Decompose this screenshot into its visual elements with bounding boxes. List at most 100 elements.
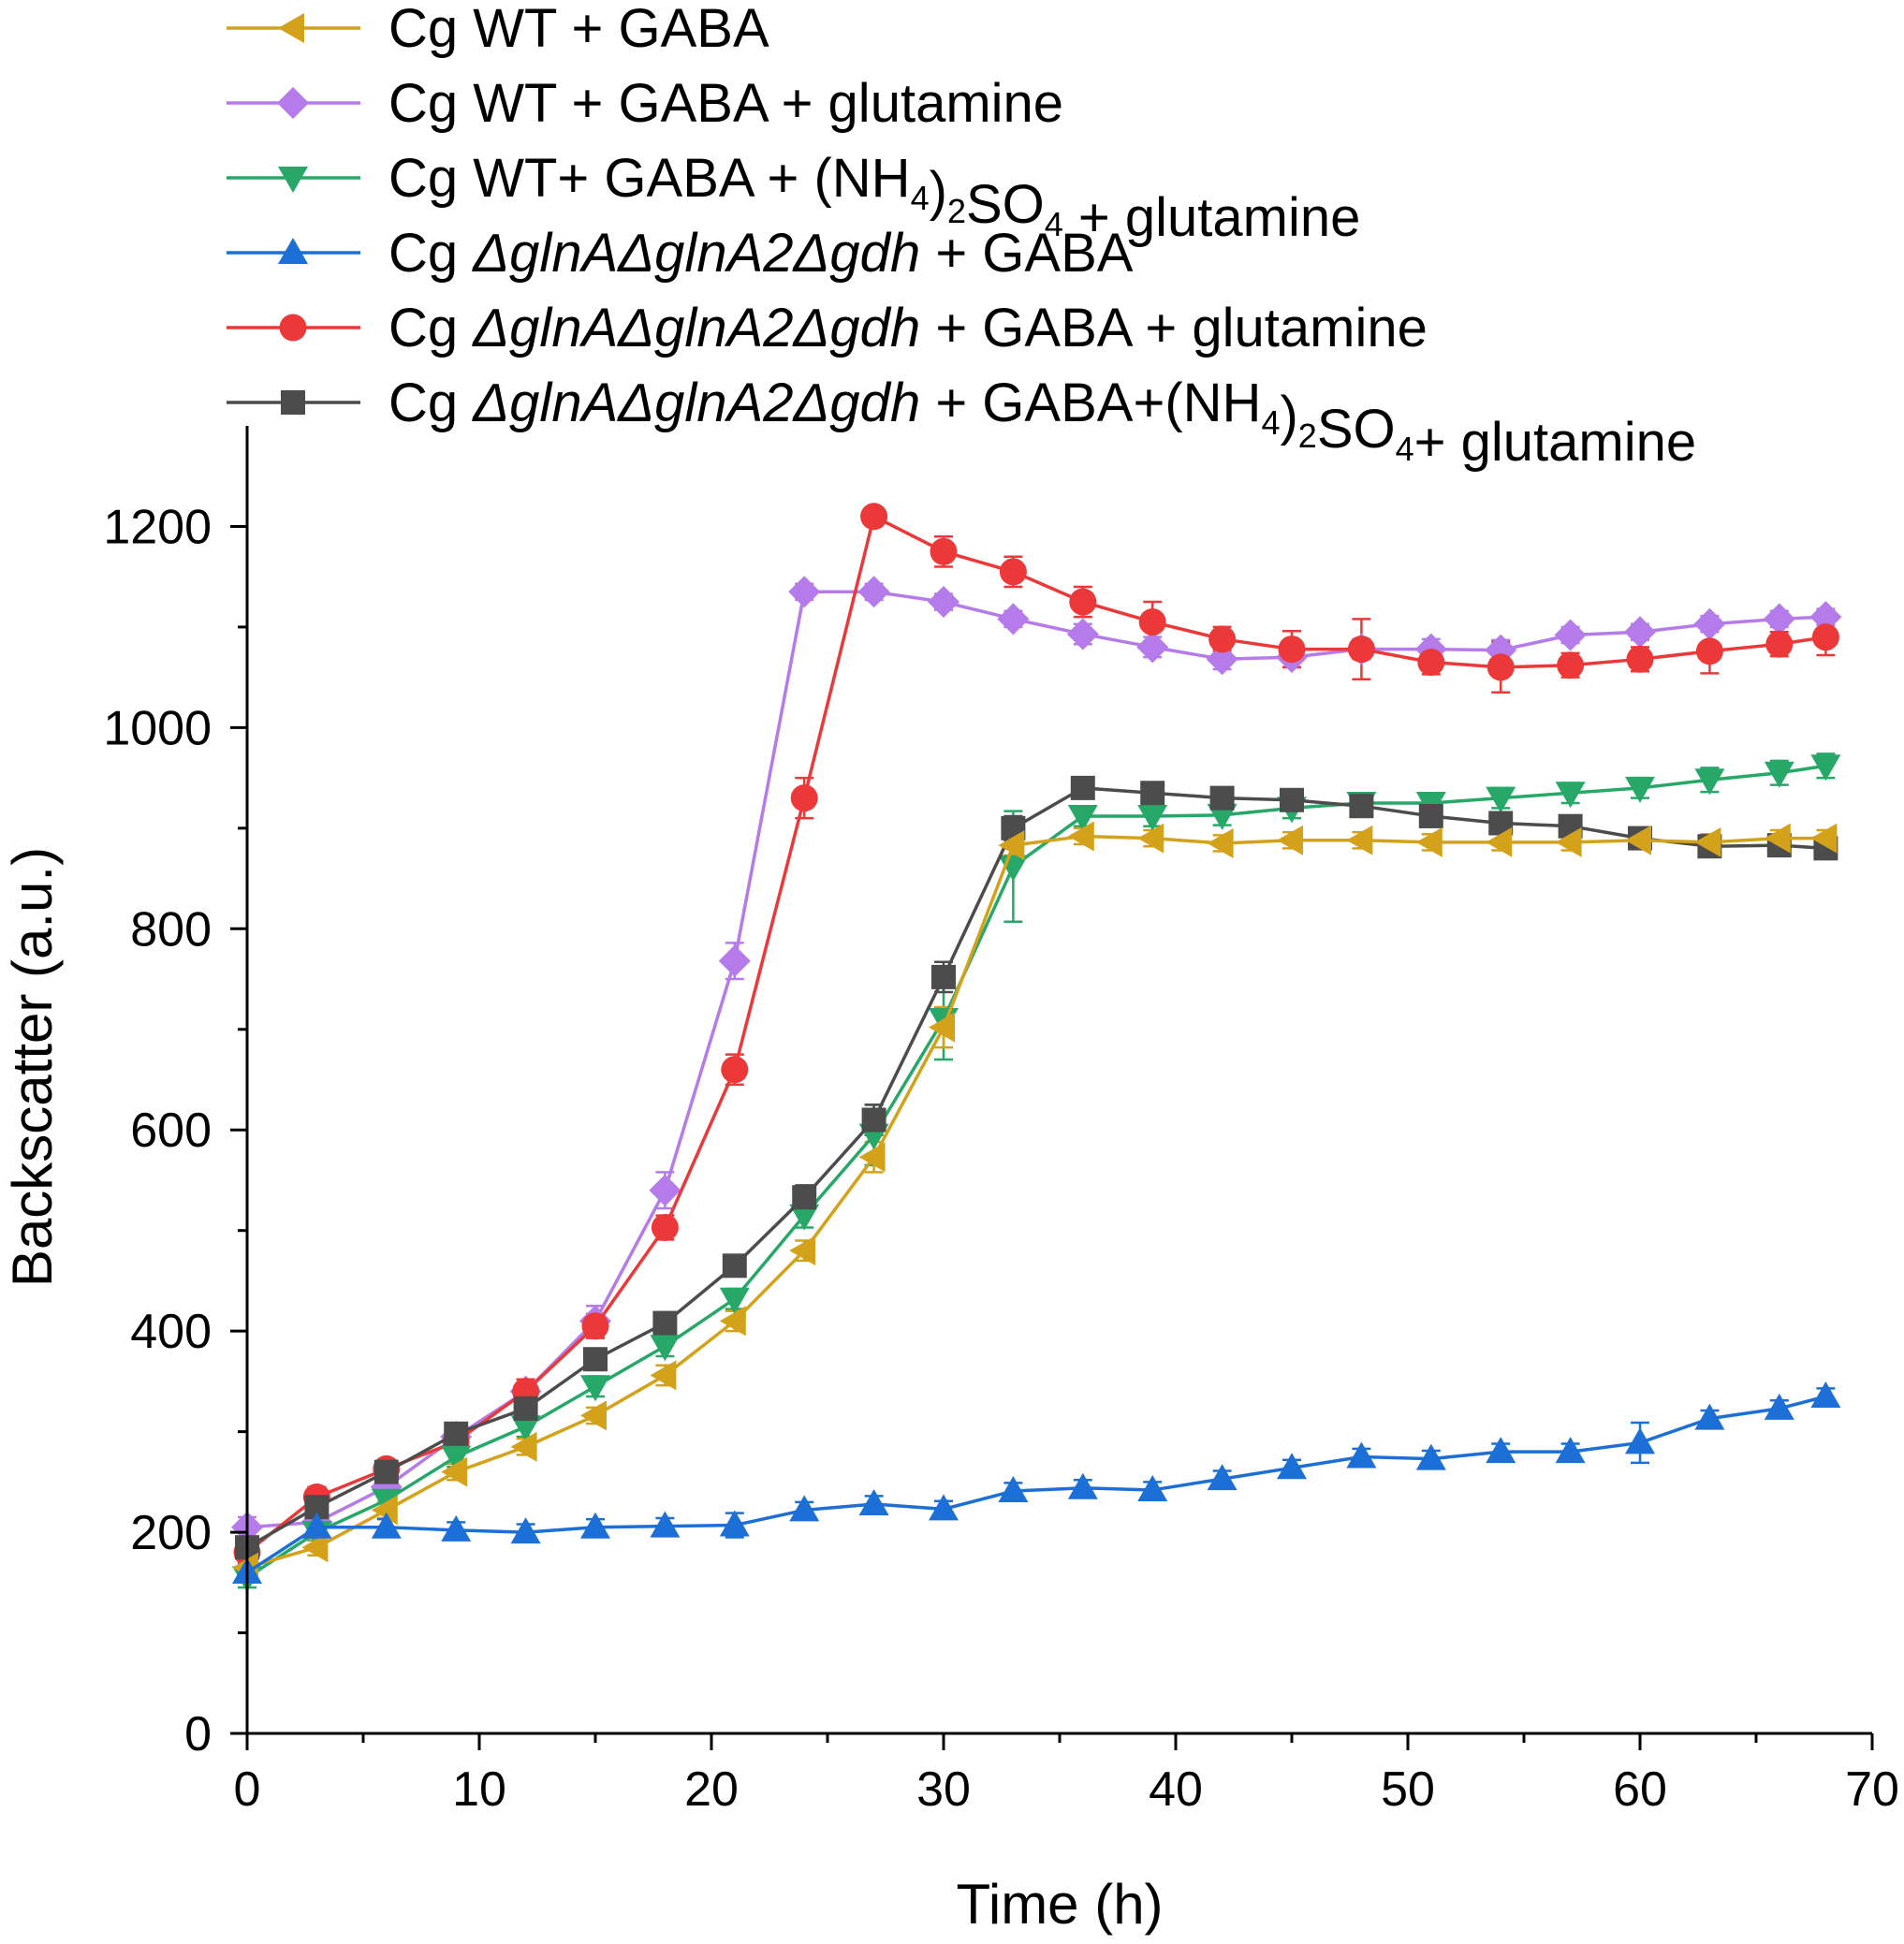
x-axis-title: Time (h) bbox=[956, 1873, 1163, 1936]
data-point bbox=[1810, 754, 1841, 782]
x-tick-label: 30 bbox=[916, 1762, 971, 1817]
series-line bbox=[246, 764, 1826, 1579]
data-point bbox=[1557, 651, 1585, 680]
data-point bbox=[1415, 1443, 1446, 1470]
data-point bbox=[1277, 1453, 1307, 1480]
data-point bbox=[1486, 786, 1516, 813]
data-point bbox=[1625, 776, 1655, 803]
data-point bbox=[1695, 637, 1723, 665]
data-point bbox=[301, 1512, 332, 1539]
data-point bbox=[1694, 768, 1725, 796]
data-point bbox=[719, 1306, 746, 1337]
data-point bbox=[999, 558, 1027, 586]
data-point bbox=[858, 1488, 889, 1515]
data-point bbox=[1418, 803, 1443, 828]
data-point bbox=[928, 586, 959, 619]
y-tick-label: 400 bbox=[130, 1305, 212, 1359]
x-tick-label: 60 bbox=[1613, 1762, 1667, 1817]
data-point bbox=[719, 1287, 750, 1314]
legend-marker bbox=[281, 390, 305, 415]
data-point bbox=[1810, 823, 1838, 854]
legend-item: Cg WT + GABA bbox=[227, 0, 769, 59]
data-point bbox=[1136, 631, 1169, 664]
data-point bbox=[861, 1107, 886, 1133]
data-point bbox=[652, 1310, 678, 1336]
data-point bbox=[1346, 1441, 1377, 1469]
data-point bbox=[1066, 618, 1099, 650]
data-point bbox=[929, 1494, 959, 1521]
error-bars-cg-glna-glna2-gdh-gaba bbox=[238, 1387, 1836, 1582]
legend-label: Cg WT + GABA bbox=[388, 0, 769, 59]
y-axis-title: Backscatter (a.u.) bbox=[1, 847, 64, 1287]
data-point bbox=[1626, 645, 1654, 673]
data-point bbox=[719, 1510, 750, 1537]
data-point bbox=[1764, 761, 1794, 788]
data-point bbox=[1137, 1474, 1168, 1501]
data-point bbox=[857, 576, 890, 608]
data-point bbox=[1347, 636, 1375, 664]
legend-label: Cg ΔglnAΔglnA2Δgdh + GABA bbox=[388, 223, 1134, 284]
data-point bbox=[1555, 826, 1582, 857]
data-point bbox=[1207, 803, 1238, 830]
data-point bbox=[1764, 823, 1791, 854]
data-point bbox=[1138, 608, 1166, 636]
x-tick-label: 70 bbox=[1845, 1762, 1899, 1817]
data-point bbox=[792, 1185, 817, 1210]
legend-label: Cg ΔglnAΔglnA2Δgdh + GABA+(NH4)2SO4+ glu… bbox=[388, 373, 1696, 473]
data-point bbox=[1067, 821, 1094, 852]
data-point bbox=[1278, 636, 1306, 664]
legend-label: Cg WT + GABA + glutamine bbox=[388, 73, 1063, 134]
data-point bbox=[650, 1511, 681, 1538]
series-cg-glna-glna2-gdh-gaba-nh4-2so4-glutamine bbox=[235, 775, 1838, 1560]
y-tick-label: 1000 bbox=[103, 701, 212, 755]
data-point bbox=[649, 1174, 681, 1206]
data-point bbox=[789, 1495, 820, 1522]
data-point bbox=[1811, 623, 1839, 651]
data-point bbox=[722, 1253, 747, 1279]
x-tick-label: 40 bbox=[1149, 1762, 1203, 1817]
data-point bbox=[1764, 1393, 1794, 1420]
series-line bbox=[246, 786, 1826, 1549]
data-point bbox=[583, 1347, 608, 1372]
data-point bbox=[1140, 781, 1165, 806]
data-point bbox=[858, 1142, 886, 1173]
data-point bbox=[931, 964, 956, 989]
data-point bbox=[371, 1495, 398, 1526]
data-point bbox=[1067, 804, 1098, 831]
data-point bbox=[580, 1400, 607, 1431]
x-tick-label: 50 bbox=[1381, 1762, 1435, 1817]
legend-item: Cg ΔglnAΔglnA2Δgdh + GABA+(NH4)2SO4+ glu… bbox=[227, 373, 1696, 473]
series-layer bbox=[231, 503, 1842, 1593]
data-point bbox=[1208, 625, 1237, 653]
data-point bbox=[373, 1459, 399, 1484]
data-point bbox=[1277, 825, 1303, 855]
data-point bbox=[1207, 1464, 1238, 1491]
legend-item: Cg WT + GABA + glutamine bbox=[227, 73, 1063, 134]
data-point bbox=[580, 1375, 610, 1402]
data-point bbox=[789, 1235, 816, 1266]
data-point bbox=[581, 1312, 609, 1340]
data-point bbox=[580, 1512, 610, 1539]
x-tick-label: 10 bbox=[452, 1762, 506, 1817]
data-point bbox=[1487, 653, 1515, 681]
data-point bbox=[1069, 588, 1097, 616]
data-point bbox=[1555, 782, 1586, 809]
data-point bbox=[1810, 1381, 1841, 1409]
data-point bbox=[513, 1396, 538, 1421]
series-line bbox=[246, 834, 1826, 1570]
data-point bbox=[1137, 804, 1168, 831]
error-bars-cg-wt-gaba-glutamine bbox=[238, 582, 1836, 1539]
data-point bbox=[1555, 1437, 1586, 1464]
x-tick-label: 0 bbox=[234, 1762, 261, 1817]
data-point bbox=[510, 1517, 541, 1544]
data-point bbox=[1417, 649, 1445, 677]
axes: 0 10 20 30 40 50 60 70 0 200 400 600 800 1000 1200 bbox=[103, 426, 1899, 1817]
y-tick-label: 0 bbox=[184, 1707, 212, 1761]
data-point bbox=[1070, 775, 1095, 800]
data-point bbox=[510, 1431, 537, 1462]
data-point bbox=[997, 603, 1030, 636]
data-point bbox=[1763, 603, 1795, 636]
data-point bbox=[1625, 1427, 1655, 1454]
data-point bbox=[788, 576, 821, 608]
